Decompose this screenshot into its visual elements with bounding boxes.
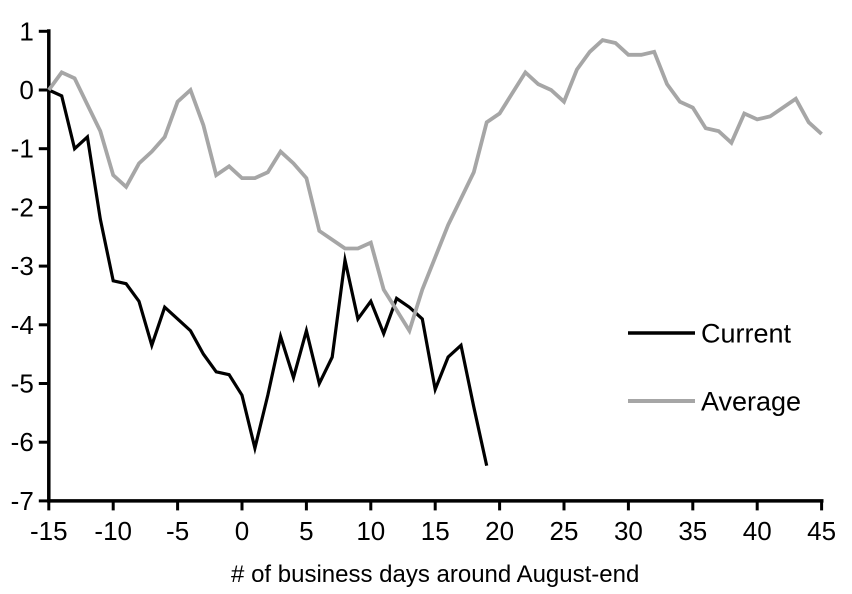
x-tick-label: 45 — [807, 516, 836, 546]
x-tick-label: 15 — [421, 516, 450, 546]
x-tick-label: -10 — [94, 516, 132, 546]
y-tick-label: -1 — [11, 134, 34, 164]
x-axis-title: # of business days around August-end — [231, 561, 639, 588]
y-tick-label: -4 — [11, 310, 34, 340]
y-tick-label: 0 — [19, 75, 33, 105]
x-tick-label: 35 — [678, 516, 707, 546]
x-tick-label: 0 — [235, 516, 249, 546]
x-tick-label: 30 — [614, 516, 643, 546]
x-tick-label: 40 — [743, 516, 772, 546]
x-tick-label: 10 — [356, 516, 385, 546]
series-line-average — [47, 38, 823, 336]
y-tick-label: -7 — [11, 486, 34, 516]
x-tick-label: 20 — [485, 516, 514, 546]
y-tick-label: -3 — [11, 251, 34, 281]
legend-label-current: Current — [701, 319, 792, 349]
x-tick-label: -5 — [166, 516, 189, 546]
x-tick-label: 5 — [299, 516, 313, 546]
legend-label-average: Average — [701, 387, 801, 417]
x-tick-label: 25 — [550, 516, 579, 546]
x-tick-label: -15 — [30, 516, 68, 546]
y-tick-label: 1 — [19, 16, 33, 46]
y-tick-label: -5 — [11, 369, 34, 399]
y-tick-label: -2 — [11, 192, 34, 222]
y-tick-label: -6 — [11, 427, 34, 457]
